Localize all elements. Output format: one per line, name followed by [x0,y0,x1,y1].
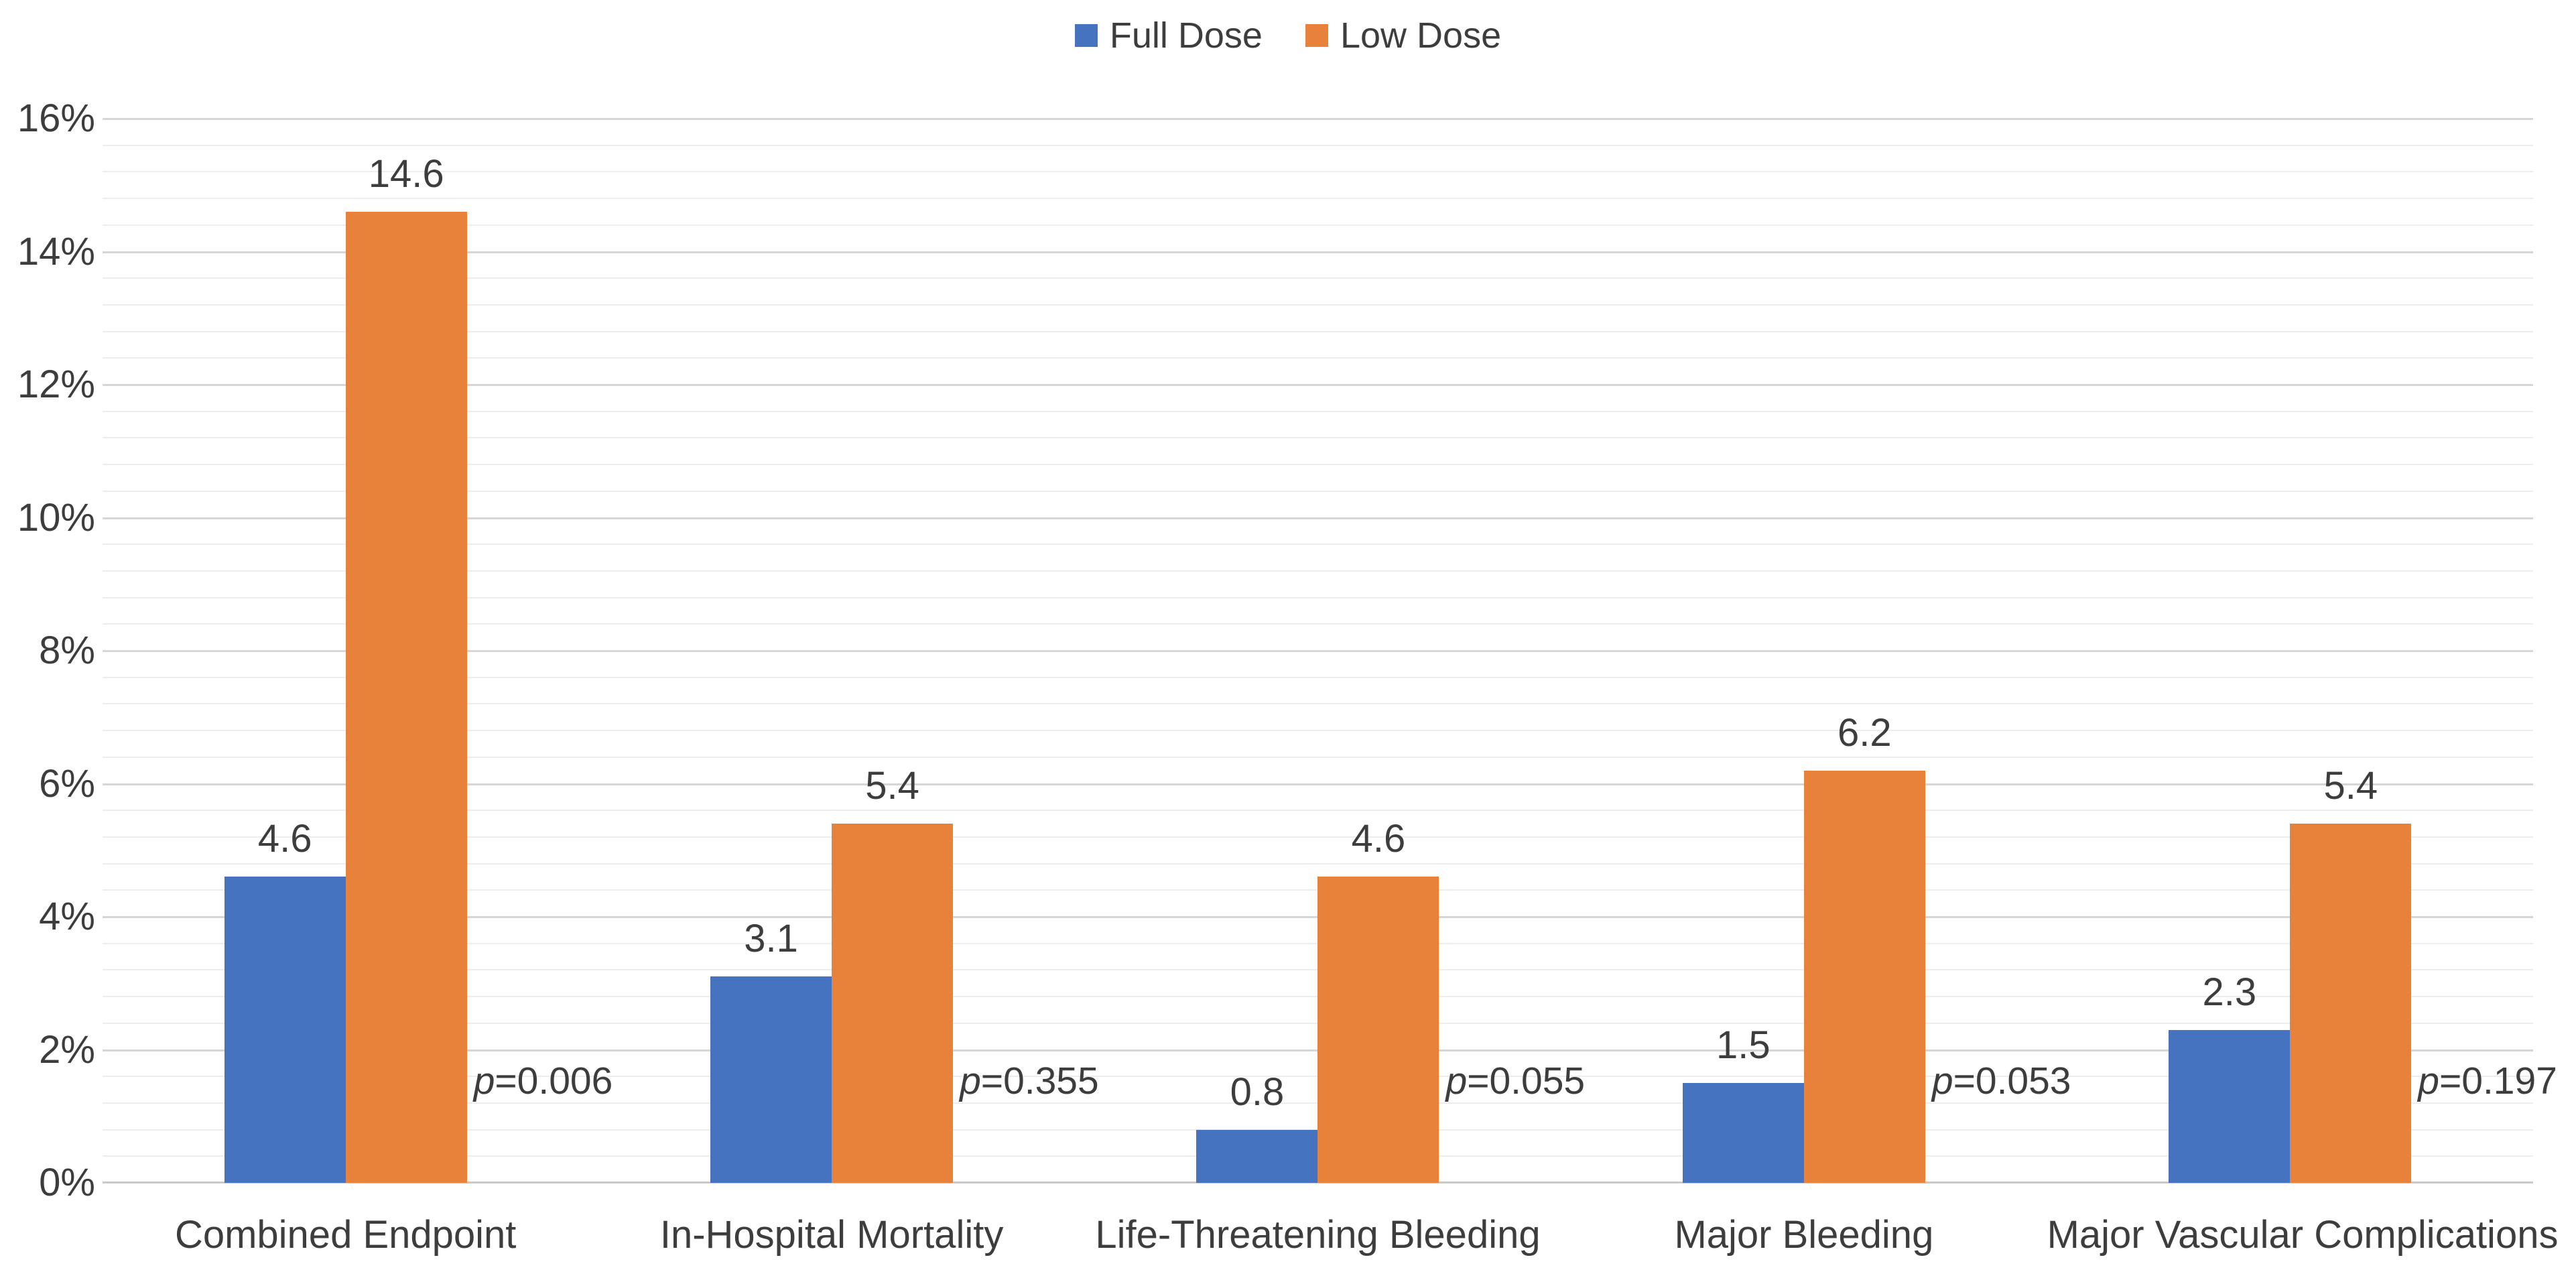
bar-group-major-bleeding: 1.5 6.2 p=0.053 [1561,119,2071,1183]
p-value-label-major-bleeding: p=0.053 [1931,1060,2071,1102]
minor-gridline [103,277,2533,279]
y-axis-tick-label: 0% [39,1161,95,1204]
bar-group-life-threatening-bleeding: 0.8 4.6 p=0.055 [1075,119,1585,1183]
value-label-low-dose-in-hospital-mortality: 5.4 [865,764,919,808]
bar-group-combined-endpoint: 4.6 14.6 p=0.006 [103,119,613,1183]
major-gridline [103,251,2533,253]
minor-gridline [103,171,2533,173]
value-label-full-dose-combined-endpoint: 4.6 [257,817,312,861]
major-gridline [103,384,2533,386]
minor-gridline [103,836,2533,838]
y-axis-tick-label: 16% [17,97,95,140]
x-axis-category-label: In-Hospital Mortality [659,1213,1004,1257]
value-label-full-dose-in-hospital-mortality: 3.1 [744,917,798,961]
minor-gridline [103,703,2533,705]
bar-group-in-hospital-mortality: 3.1 5.4 p=0.355 [588,119,1099,1183]
value-label-full-dose-major-vascular-complications: 2.3 [2202,970,2257,1014]
y-axis-tick-label: 12% [17,363,95,406]
value-label-low-dose-major-vascular-complications: 5.4 [2323,764,2378,808]
minor-gridline [103,676,2533,678]
y-axis-tick-label: 14% [17,229,95,273]
minor-gridline [103,330,2533,332]
x-axis-category-label: Major Vascular Complications [2047,1213,2559,1257]
p-value-label-life-threatening-bleeding: p=0.055 [1445,1060,1586,1102]
legend-label: Low Dose [1340,15,1502,56]
p-value-label-combined-endpoint: p=0.006 [473,1060,613,1102]
bar-low-dose-combined-endpoint [345,211,467,1183]
bar-low-dose-in-hospital-mortality [832,824,954,1183]
value-label-low-dose-life-threatening-bleeding: 4.6 [1351,817,1406,861]
minor-gridline [103,623,2533,625]
bar-full-dose-combined-endpoint [224,877,346,1183]
legend-label: Full Dose [1109,15,1263,56]
y-axis-tick-label: 8% [39,629,95,672]
plot-area: Combined Endpoint 4.6 14.6 p=0.006 In-Hospit… [103,118,2558,1257]
legend-swatch-icon [1305,24,1328,47]
legend-item-low-dose: Low Dose [1305,15,1501,56]
minor-gridline [103,464,2533,466]
minor-gridline [103,224,2533,226]
minor-gridline [103,730,2533,732]
minor-gridline [103,596,2533,598]
chart-legend: Full Dose Low Dose [0,15,2576,56]
bar-full-dose-major-bleeding [1682,1083,1804,1183]
minor-gridline [103,756,2533,758]
value-label-full-dose-life-threatening-bleeding: 0.8 [1230,1070,1285,1114]
legend-item-full-dose: Full Dose [1074,15,1263,56]
major-gridline [103,118,2533,120]
bar-group-major-vascular-complications: 2.3 5.4 p=0.197 [2047,119,2557,1183]
value-label-low-dose-major-bleeding: 6.2 [1838,710,1892,755]
minor-gridline [103,304,2533,306]
minor-gridline [103,543,2533,546]
minor-gridline [103,570,2533,572]
p-value-label-major-vascular-complications: p=0.197 [2418,1060,2557,1102]
x-axis-category-label: Major Bleeding [1674,1213,1934,1257]
major-gridline [103,650,2533,652]
value-label-low-dose-combined-endpoint: 14.6 [368,151,444,196]
p-value-label-in-hospital-mortality: p=0.355 [960,1060,1099,1102]
y-axis-tick-label: 10% [17,495,95,539]
y-axis-tick-label: 6% [39,761,95,806]
minor-gridline [103,810,2533,812]
minor-gridline [103,198,2533,200]
bar-full-dose-major-vascular-complications [2169,1029,2291,1183]
major-gridline [103,783,2533,785]
minor-gridline [103,490,2533,492]
bar-full-dose-in-hospital-mortality [710,976,832,1183]
minor-gridline [103,410,2533,412]
major-gridline [103,517,2533,519]
minor-gridline [103,437,2533,439]
minor-gridline [103,862,2533,865]
y-axis-tick-label: 4% [39,895,95,938]
x-axis-category-label: Combined Endpoint [174,1213,517,1257]
bar-low-dose-major-vascular-complications [2290,824,2412,1183]
bar-low-dose-major-bleeding [1803,770,1925,1183]
bar-low-dose-life-threatening-bleeding [1317,877,1439,1183]
minor-gridline [103,144,2533,146]
bar-full-dose-life-threatening-bleeding [1196,1129,1318,1183]
x-axis-category-label: Life-Threatening Bleeding [1095,1213,1541,1257]
value-label-full-dose-major-bleeding: 1.5 [1716,1023,1770,1068]
minor-gridline [103,357,2533,359]
y-axis-tick-label: 2% [39,1027,95,1072]
legend-swatch-icon [1074,24,1098,47]
